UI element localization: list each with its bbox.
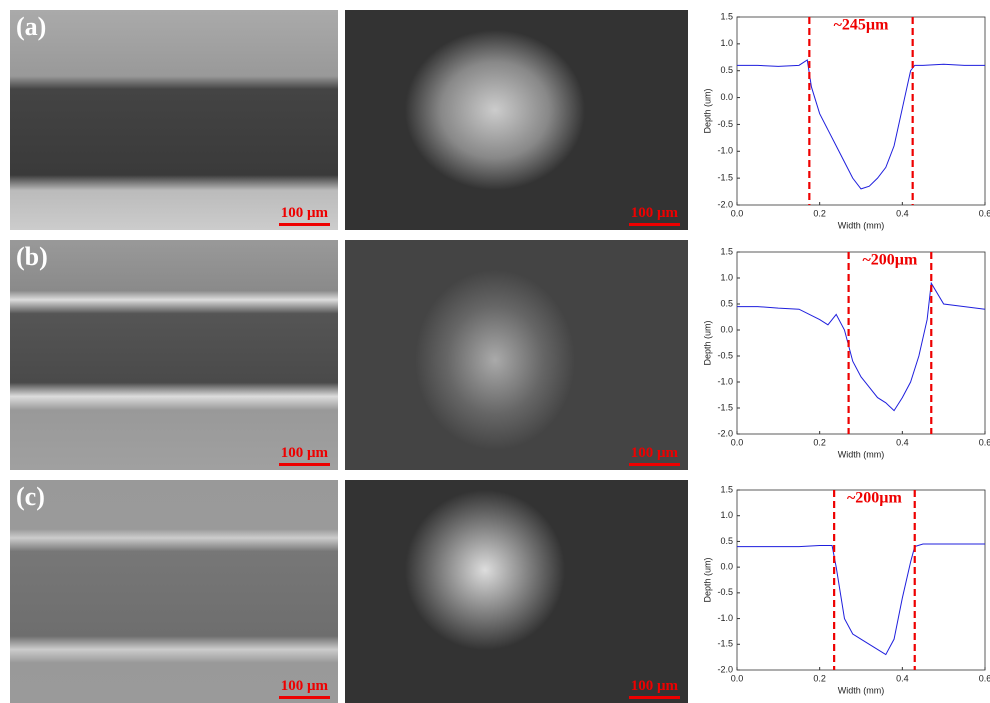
y-tick-label: -0.5 <box>717 119 733 129</box>
plot-frame <box>737 490 985 670</box>
optical-image: 100 μm <box>345 240 688 470</box>
figure: {"panels": [ {"label": "(a)", "scale_bar… <box>0 0 990 703</box>
x-tick-label: 0.2 <box>813 673 826 683</box>
profile-line <box>737 60 985 189</box>
y-tick-label: -0.5 <box>717 587 733 597</box>
x-axis-label: Width (mm) <box>838 685 885 695</box>
x-axis-label: Width (mm) <box>838 220 885 230</box>
profile-line <box>737 283 985 410</box>
y-tick-label: 1.5 <box>720 484 733 494</box>
x-tick-label: 0.0 <box>731 208 744 218</box>
y-tick-label: 1.5 <box>720 11 733 21</box>
optical-image: 100 μm <box>345 480 688 703</box>
x-tick-label: 0.2 <box>813 437 826 447</box>
y-tick-label: 1.0 <box>720 272 733 282</box>
y-axis-label: Depth (um) <box>702 88 712 133</box>
y-tick-label: 0.5 <box>720 536 733 546</box>
scale-bar: 100 μm <box>629 678 680 699</box>
y-tick-label: 0.0 <box>720 92 733 102</box>
y-axis-label: Depth (um) <box>702 557 712 602</box>
x-tick-label: 0.6 <box>979 208 990 218</box>
x-tick-label: 0.0 <box>731 437 744 447</box>
scale-bar: 100 μm <box>629 205 680 226</box>
y-axis-label: Depth (um) <box>702 320 712 365</box>
y-tick-label: -1.0 <box>717 613 733 623</box>
sem-image: (b) 100 μm <box>10 240 338 470</box>
y-tick-label: 1.5 <box>720 246 733 256</box>
x-tick-label: 0.4 <box>896 208 909 218</box>
sem-image: (c) 100 μm <box>10 480 338 703</box>
y-tick-label: 0.0 <box>720 324 733 334</box>
y-tick-label: -1.5 <box>717 402 733 412</box>
y-tick-label: -1.5 <box>717 173 733 183</box>
x-tick-label: 0.0 <box>731 673 744 683</box>
y-tick-label: 0.0 <box>720 562 733 572</box>
y-tick-label: 1.0 <box>720 510 733 520</box>
panel-label: (a) <box>16 12 46 42</box>
y-tick-label: -1.0 <box>717 376 733 386</box>
x-tick-label: 0.4 <box>896 673 909 683</box>
y-tick-label: -0.5 <box>717 350 733 360</box>
x-tick-label: 0.4 <box>896 437 909 447</box>
scale-bar: 100 μm <box>629 445 680 466</box>
x-tick-label: 0.6 <box>979 673 990 683</box>
plot-frame <box>737 17 985 205</box>
panel-label: (b) <box>16 242 48 272</box>
plot-frame <box>737 252 985 434</box>
profile-line <box>737 544 985 655</box>
x-tick-label: 0.2 <box>813 208 826 218</box>
scale-bar: 100 μm <box>279 205 330 226</box>
panel-label: (c) <box>16 482 45 512</box>
x-axis-label: Width (mm) <box>838 449 885 459</box>
width-annotation: ~200µm <box>862 252 918 269</box>
y-tick-label: -1.5 <box>717 639 733 649</box>
y-tick-label: -1.0 <box>717 146 733 156</box>
width-annotation: ~245µm <box>834 17 890 34</box>
scale-bar: 100 μm <box>279 678 330 699</box>
y-tick-label: 1.0 <box>720 38 733 48</box>
x-tick-label: 0.6 <box>979 437 990 447</box>
scale-bar: 100 μm <box>279 445 330 466</box>
optical-image: 100 μm <box>345 10 688 230</box>
sem-image: (a) 100 μm <box>10 10 338 230</box>
y-tick-label: 0.5 <box>720 298 733 308</box>
width-annotation: ~200µm <box>847 490 903 507</box>
y-tick-label: 0.5 <box>720 65 733 75</box>
